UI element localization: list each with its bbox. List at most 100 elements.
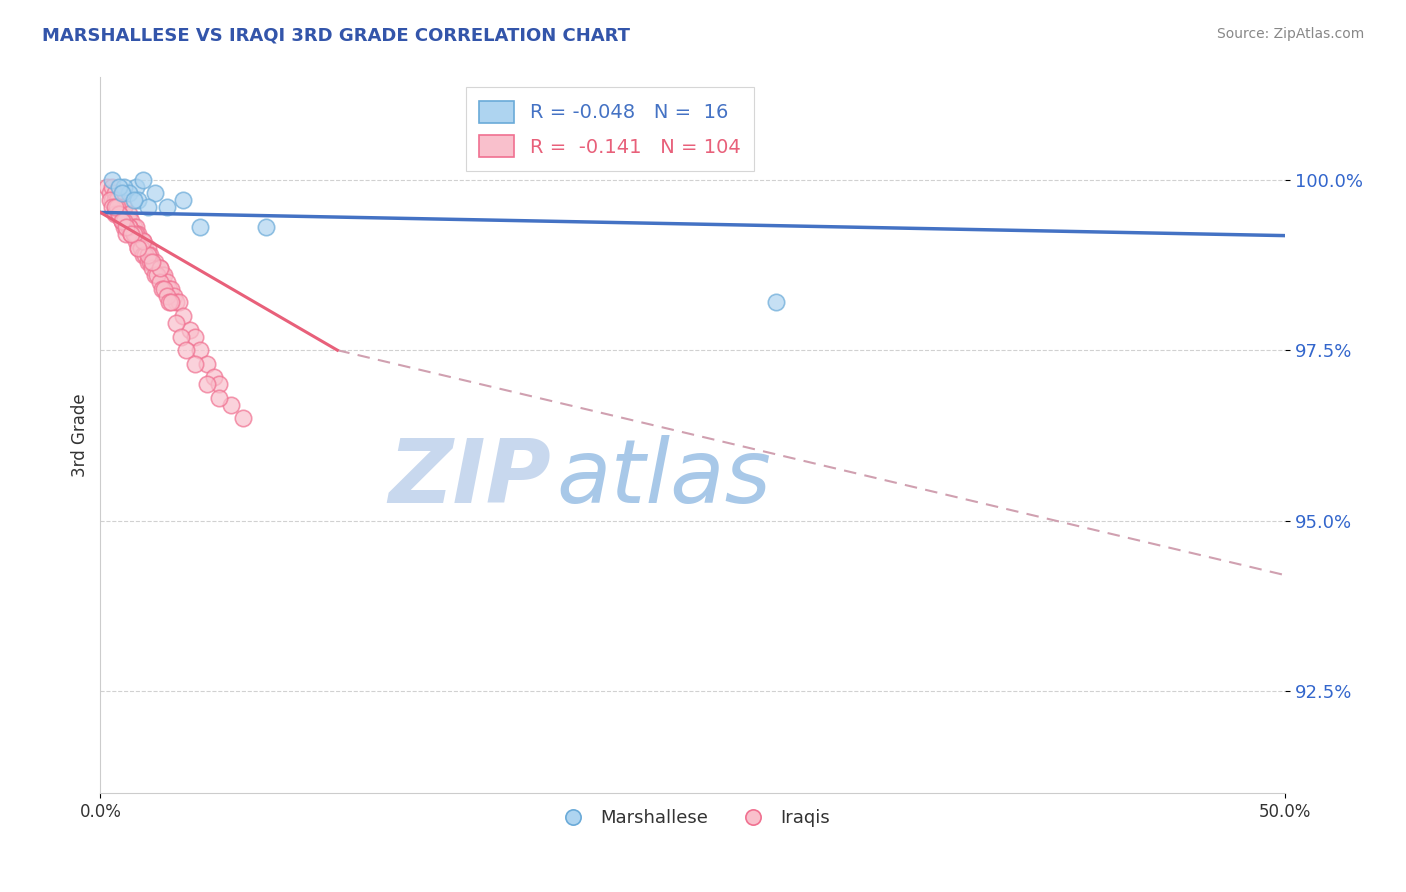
Point — [115, 220, 138, 235]
Point — [172, 309, 194, 323]
Point — [108, 207, 131, 221]
Point — [112, 213, 135, 227]
Point — [118, 186, 141, 201]
Point — [112, 179, 135, 194]
Point — [122, 227, 145, 242]
Text: atlas: atlas — [557, 435, 772, 521]
Point — [153, 268, 176, 282]
Point — [163, 288, 186, 302]
Point — [141, 254, 163, 268]
Point — [195, 357, 218, 371]
Y-axis label: 3rd Grade: 3rd Grade — [72, 393, 89, 477]
Point — [122, 220, 145, 235]
Point — [105, 200, 128, 214]
Point — [125, 227, 148, 242]
Point — [149, 261, 172, 276]
Point — [129, 241, 152, 255]
Point — [115, 227, 138, 242]
Point — [160, 282, 183, 296]
Point — [103, 200, 125, 214]
Point — [146, 261, 169, 276]
Point — [118, 220, 141, 235]
Point — [165, 295, 187, 310]
Point — [111, 213, 134, 227]
Point — [146, 268, 169, 282]
Point — [118, 213, 141, 227]
Point — [101, 193, 124, 207]
Point — [118, 220, 141, 235]
Point — [136, 248, 159, 262]
Point — [149, 261, 172, 276]
Point — [111, 186, 134, 201]
Point — [174, 343, 197, 358]
Point — [115, 220, 138, 235]
Point — [139, 254, 162, 268]
Point — [122, 193, 145, 207]
Point — [165, 316, 187, 330]
Point — [125, 220, 148, 235]
Text: Source: ZipAtlas.com: Source: ZipAtlas.com — [1216, 27, 1364, 41]
Point — [179, 323, 201, 337]
Point — [105, 207, 128, 221]
Point — [195, 377, 218, 392]
Point — [125, 234, 148, 248]
Point — [156, 275, 179, 289]
Point — [122, 227, 145, 242]
Point — [101, 179, 124, 194]
Point — [129, 234, 152, 248]
Point — [254, 220, 277, 235]
Point — [120, 227, 142, 242]
Point — [120, 220, 142, 235]
Point — [157, 295, 180, 310]
Point — [172, 193, 194, 207]
Point — [108, 207, 131, 221]
Point — [208, 391, 231, 405]
Point — [184, 329, 207, 343]
Point — [143, 186, 166, 201]
Point — [122, 227, 145, 242]
Point — [112, 220, 135, 235]
Point — [111, 213, 134, 227]
Point — [202, 370, 225, 384]
Point — [160, 295, 183, 310]
Point — [108, 179, 131, 194]
Point — [101, 200, 124, 214]
Point — [143, 268, 166, 282]
Point — [112, 200, 135, 214]
Point — [157, 282, 180, 296]
Text: MARSHALLESE VS IRAQI 3RD GRADE CORRELATION CHART: MARSHALLESE VS IRAQI 3RD GRADE CORRELATI… — [42, 27, 630, 45]
Point — [132, 248, 155, 262]
Point — [108, 207, 131, 221]
Point — [188, 343, 211, 358]
Point — [188, 220, 211, 235]
Point — [156, 200, 179, 214]
Point — [115, 213, 138, 227]
Point — [103, 207, 125, 221]
Point — [125, 179, 148, 194]
Point — [103, 186, 125, 201]
Point — [127, 193, 149, 207]
Point — [127, 241, 149, 255]
Point — [118, 207, 141, 221]
Point — [127, 227, 149, 242]
Point — [170, 329, 193, 343]
Point — [101, 172, 124, 186]
Point — [111, 207, 134, 221]
Point — [120, 213, 142, 227]
Point — [219, 398, 242, 412]
Point — [120, 227, 142, 242]
Point — [112, 207, 135, 221]
Point — [141, 254, 163, 268]
Point — [111, 213, 134, 227]
Point — [108, 200, 131, 214]
Point — [167, 295, 190, 310]
Point — [132, 234, 155, 248]
Point — [184, 357, 207, 371]
Point — [96, 179, 118, 194]
Text: ZIP: ZIP — [388, 434, 551, 522]
Point — [132, 234, 155, 248]
Point — [98, 193, 121, 207]
Point — [136, 254, 159, 268]
Point — [765, 295, 787, 310]
Point — [98, 186, 121, 201]
